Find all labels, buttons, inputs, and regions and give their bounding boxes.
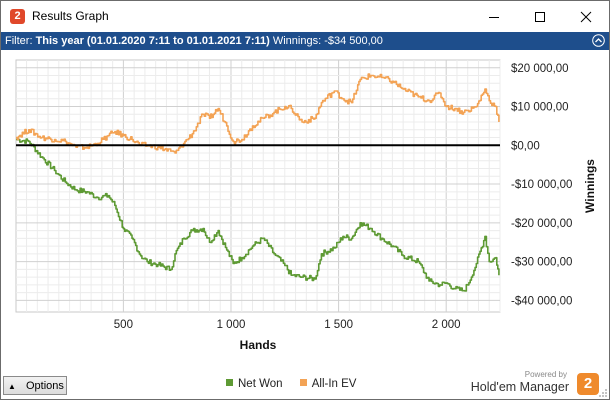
y-tick-label: -$30 000,00 xyxy=(511,257,572,269)
chevron-up-icon xyxy=(592,34,605,47)
options-label: Options xyxy=(26,380,64,392)
legend-label-allin-ev: All-In EV xyxy=(311,378,357,390)
y-tick-label: -$10 000,00 xyxy=(511,179,572,191)
series-line-net-won xyxy=(16,138,500,292)
title-bar[interactable]: 2 Results Graph xyxy=(1,1,609,32)
legend-item-allin-ev[interactable]: All-In EV xyxy=(299,378,357,390)
filter-range[interactable]: This year (01.01.2020 7:11 to 01.01.2021… xyxy=(35,35,270,47)
powered-by-label: Powered by xyxy=(524,370,567,379)
y-axis-label: Winnings xyxy=(583,159,597,213)
options-button[interactable]: ▲ Options xyxy=(3,376,67,395)
brand-name: Hold'em Manager xyxy=(470,380,569,394)
y-tick-label: $0,00 xyxy=(511,140,540,152)
x-tick-label: 2 000 xyxy=(432,319,461,331)
close-icon xyxy=(580,11,592,22)
x-tick-label: 1 000 xyxy=(217,319,246,331)
window-title: Results Graph xyxy=(32,9,109,23)
holdem-manager-logo: 2 xyxy=(577,373,599,395)
minimize-icon xyxy=(489,16,499,18)
plot-frame xyxy=(15,59,501,313)
y-tick-label: $20 000,00 xyxy=(511,63,569,75)
y-tick-label: -$40 000,00 xyxy=(511,295,572,307)
bottom-bar: ▲ Options Net Won All-In EV Powered by H… xyxy=(1,370,609,399)
collapse-filter-button[interactable] xyxy=(592,34,605,47)
filter-bar: Filter: This year (01.01.2020 7:11 to 01… xyxy=(1,32,609,50)
y-tick-label: -$20 000,00 xyxy=(511,218,572,230)
maximize-button[interactable] xyxy=(517,1,563,32)
x-tick-label: 1 500 xyxy=(324,319,353,331)
minimize-button[interactable] xyxy=(471,1,517,32)
series-line-all-in-ev xyxy=(16,73,500,154)
results-chart-svg: $20 000,00 $10 000,00 $0,00 -$10 000,00 -$20… xyxy=(15,59,597,352)
options-arrow-icon: ▲ xyxy=(8,382,16,391)
holdem-manager-icon: 2 xyxy=(10,9,25,24)
x-tick-label: 500 xyxy=(114,319,133,331)
resize-grip-icon[interactable] xyxy=(598,388,608,398)
filter-winnings: Winnings: -$34 500,00 xyxy=(272,35,383,47)
filter-prefix: Filter: xyxy=(5,35,33,47)
maximize-icon xyxy=(535,11,545,22)
x-axis-label: Hands xyxy=(240,338,277,352)
legend-swatch-net-won xyxy=(226,379,233,386)
y-tick-label: $10 000,00 xyxy=(511,102,569,114)
legend-label-net-won: Net Won xyxy=(238,378,283,390)
close-button[interactable] xyxy=(563,1,609,32)
legend-item-net-won[interactable]: Net Won xyxy=(226,378,283,390)
results-chart[interactable]: $20 000,00 $10 000,00 $0,00 -$10 000,00 -$20… xyxy=(1,50,609,370)
chart-legend: Net Won All-In EV xyxy=(226,378,370,390)
legend-swatch-allin-ev xyxy=(299,379,307,386)
